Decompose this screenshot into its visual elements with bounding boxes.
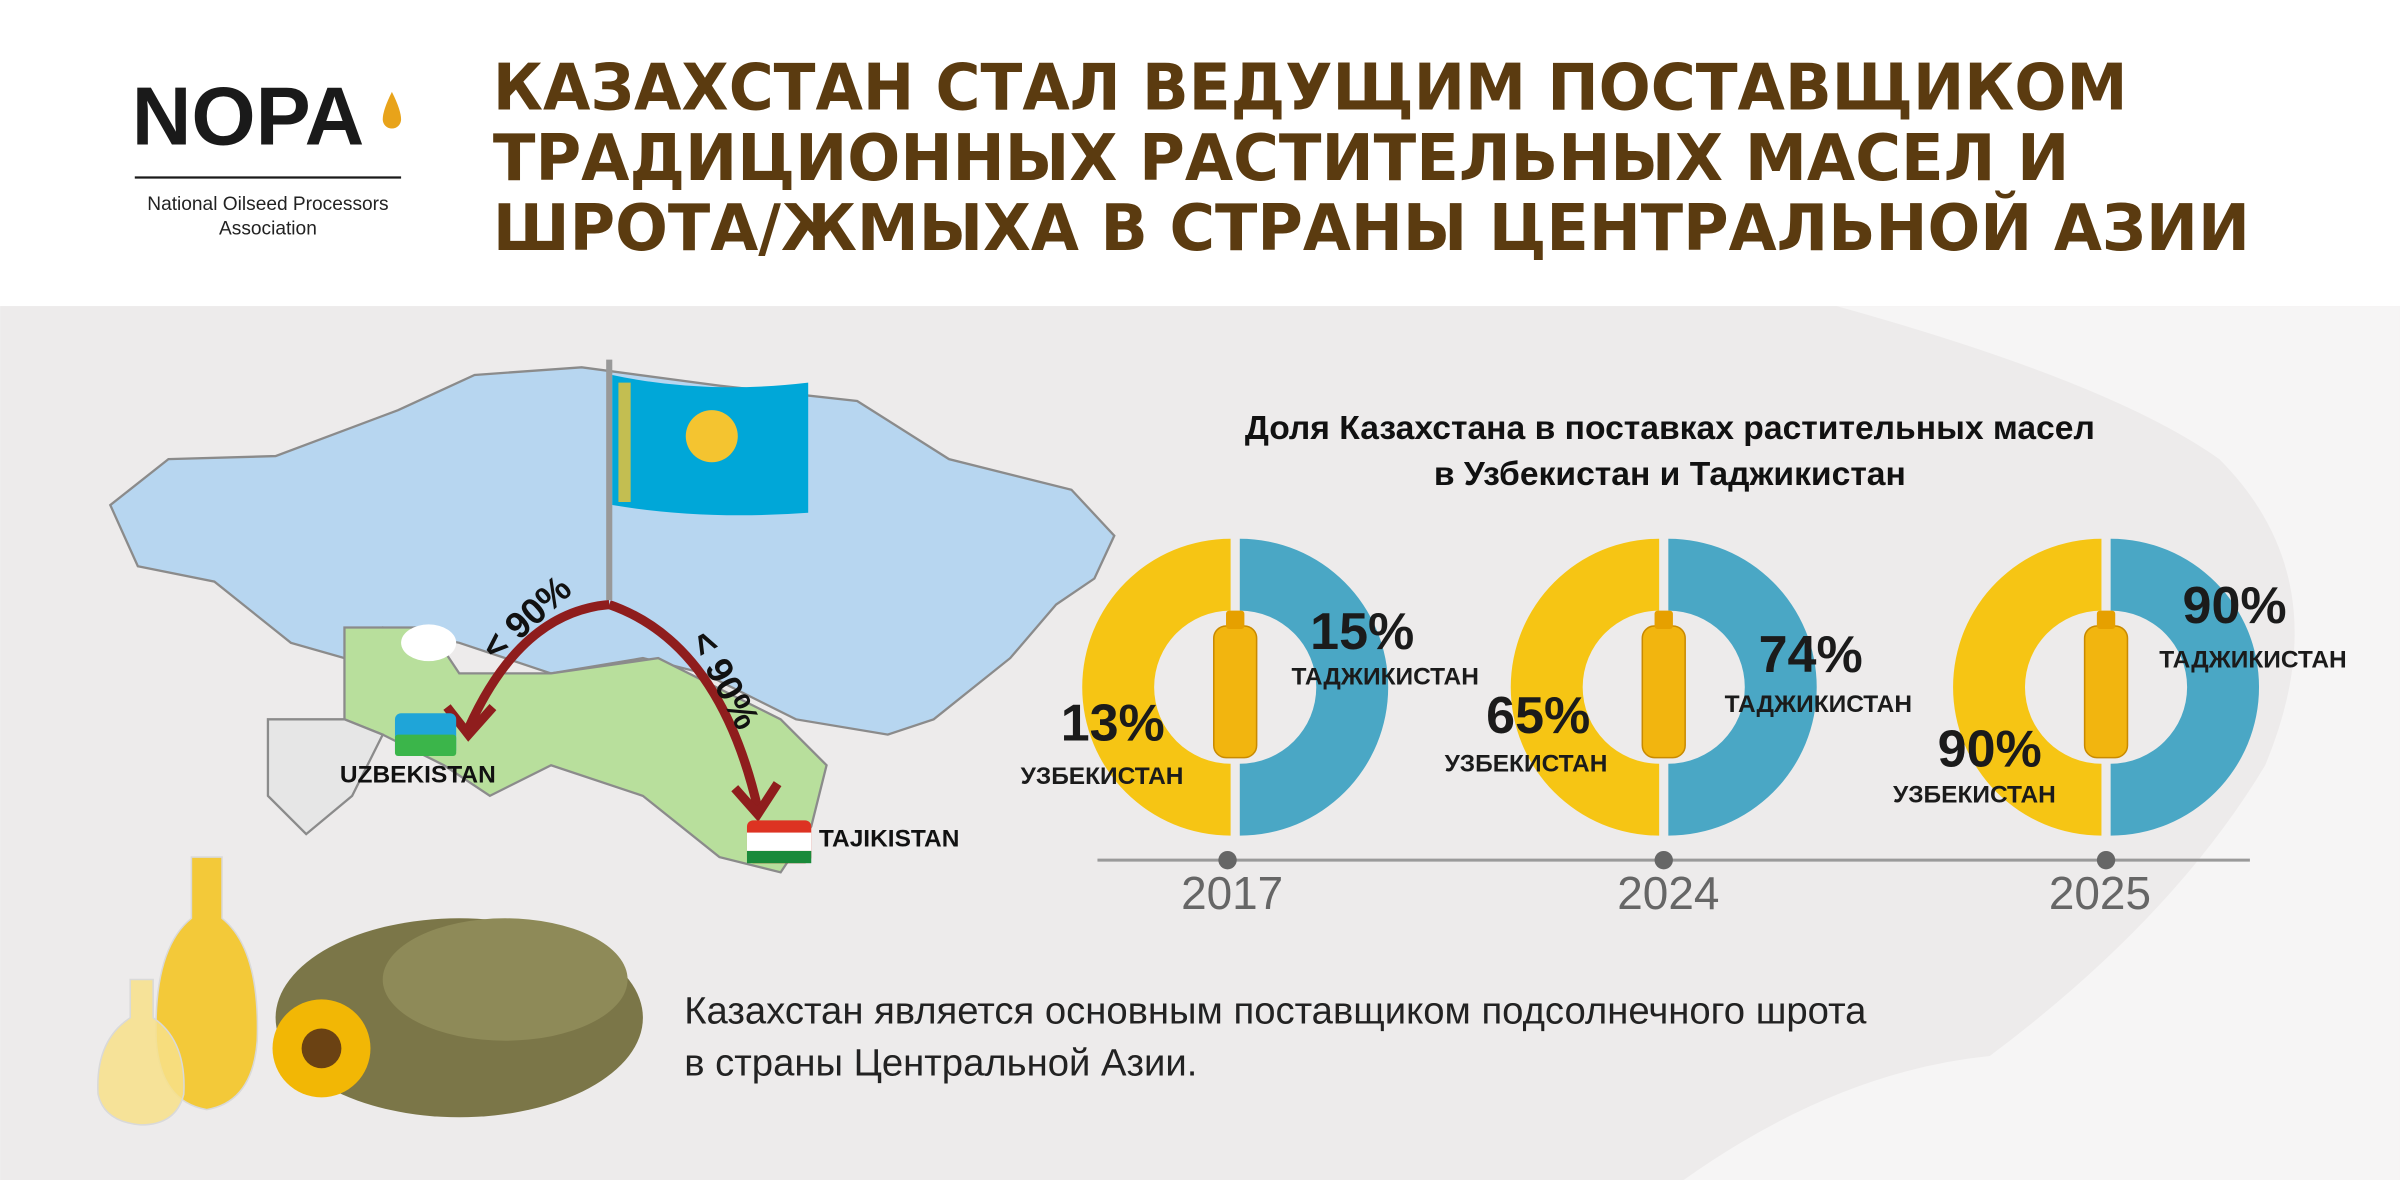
background-map	[1683, 306, 2400, 1180]
oil-bottle	[2083, 625, 2129, 759]
arrow	[464, 599, 610, 731]
footer-text: Казахстан является основным поставщиком …	[684, 989, 1867, 1032]
oil-bottle	[1213, 625, 1258, 759]
tajikistan-flag-stripe	[746, 832, 812, 851]
timeline-dot	[1654, 850, 1673, 870]
aral-sea	[401, 624, 457, 662]
header-bg	[0, 0, 2400, 307]
oil-bottle	[1641, 625, 1686, 759]
oil-bottle	[97, 978, 185, 1126]
donut-uzbekistan	[1953, 538, 2102, 836]
logo-drop	[382, 91, 402, 129]
bottle-cap	[2096, 610, 2116, 630]
year: 2024	[1617, 867, 1719, 919]
bottle-cap	[1226, 610, 1245, 630]
timeline-dot	[1218, 850, 1237, 870]
arrow	[607, 600, 763, 810]
donut-group: 15%ТАДЖИКИСТАН13%УЗБЕКИСТАН201774%ТАДЖИК…	[1021, 538, 2347, 919]
tajikistan-label: ТАДЖИКИСТАН	[1725, 691, 1912, 718]
logo-name: NOPA	[132, 69, 365, 162]
uzbekistan-share: 13%	[1061, 695, 1165, 753]
logo-subtitle: Association	[219, 219, 317, 240]
country-label: UZBEKISTAN	[340, 761, 496, 788]
uzbekistan-label: УЗБЕКИСТАН	[1021, 763, 1184, 790]
year: 2025	[2049, 867, 2151, 919]
meal-pellets	[382, 918, 628, 1041]
title-line: ШРОТА/ЖМЫХА В СТРАНЫ ЦЕНТРАЛЬНОЙ АЗИИ	[493, 190, 2250, 266]
uzbekistan-share: 90%	[1938, 721, 2042, 779]
turkmenistan-shape	[266, 718, 385, 836]
donut-title: в Узбекистан и Таджикистан	[1434, 456, 1906, 493]
donut-uzbekistan	[1510, 538, 1660, 836]
timeline-dot	[2096, 850, 2116, 870]
flag-ornament	[618, 382, 631, 502]
donut-tajikistan	[2110, 538, 2260, 836]
uzbekistan-label: УЗБЕКИСТАН	[1893, 781, 2056, 808]
oil-bottle	[155, 856, 259, 1111]
uzbekistan-flag-stripe	[394, 734, 457, 757]
tajikistan-label: ТАДЖИКИСТАН	[1291, 663, 1478, 690]
logo-subtitle: National Oilseed Processors	[147, 194, 388, 215]
year: 2017	[1181, 867, 1283, 919]
tajikistan-label: ТАДЖИКИСТАН	[2159, 647, 2346, 674]
sunflower-center	[301, 1028, 342, 1069]
footer-text: в страны Центральной Азии.	[684, 1041, 1197, 1084]
flag-sun	[685, 410, 738, 463]
title-line: ТРАДИЦИОННЫХ РАСТИТЕЛЬНЫХ МАСЕЛ И	[493, 121, 2069, 196]
uzbekistan-label: УЗБЕКИСТАН	[1445, 751, 1608, 778]
bottle-cap	[1654, 610, 1673, 630]
title-line: КАЗАХСТАН СТАЛ ВЕДУЩИМ ПОСТАВЩИКОМ	[493, 50, 2128, 125]
tajikistan-flag-stripe	[746, 850, 812, 864]
country-label: TAJIKISTAN	[819, 826, 959, 853]
donut-tajikistan	[1239, 538, 1389, 836]
arrowhead	[731, 781, 782, 822]
donut-tajikistan	[1668, 538, 1817, 836]
tajikistan-share: 74%	[1759, 626, 1863, 684]
tajikistan-share: 90%	[2183, 577, 2287, 635]
tajikistan-share: 15%	[1310, 603, 1414, 661]
uzbekistan-share: 65%	[1486, 687, 1590, 745]
donut-title: Доля Казахстана в поставках растительных…	[1245, 410, 2095, 447]
donut-uzbekistan	[1082, 538, 1231, 836]
